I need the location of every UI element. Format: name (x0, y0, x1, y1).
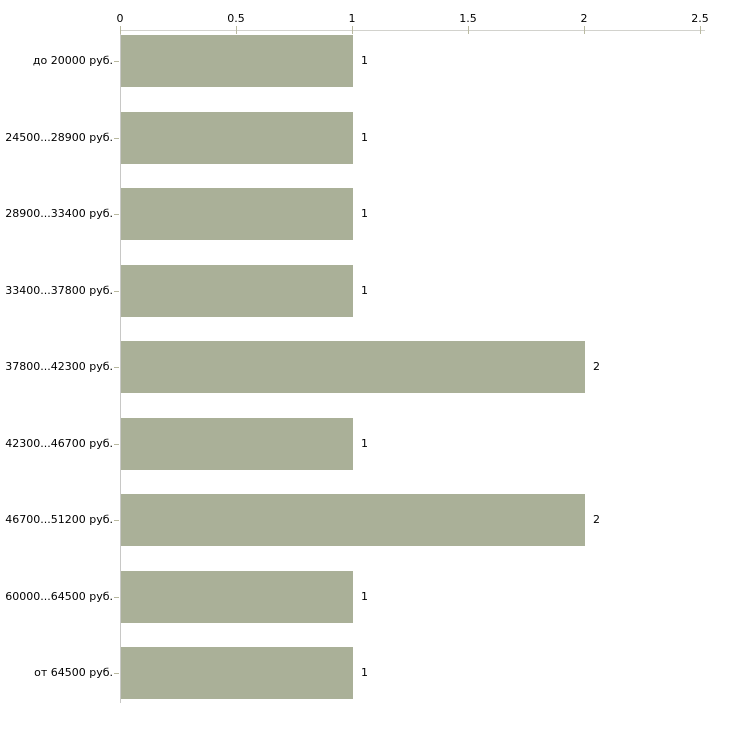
bar (121, 265, 353, 317)
x-axis-tick-mark (352, 26, 353, 34)
x-axis-tick-mark (236, 26, 237, 34)
category-label: 24500...28900 руб. (5, 131, 113, 144)
bar-value-label: 1 (361, 54, 368, 67)
y-axis-tick-mark (114, 520, 119, 521)
bar-value-label: 2 (593, 360, 600, 373)
category-label: 33400...37800 руб. (5, 284, 113, 297)
bar (121, 494, 585, 546)
y-axis-tick-mark (114, 138, 119, 139)
y-axis-tick-mark (114, 291, 119, 292)
bar-value-label: 1 (361, 207, 368, 220)
x-axis-tick-label: 0 (116, 12, 124, 25)
y-axis-tick-mark (114, 444, 119, 445)
bar-value-label: 1 (361, 284, 368, 297)
x-axis-tick-label: 2 (580, 12, 588, 25)
bar-value-label: 1 (361, 666, 368, 679)
y-axis-tick-mark (114, 367, 119, 368)
y-axis-line (120, 30, 121, 703)
bar-value-label: 2 (593, 513, 600, 526)
category-label: до 20000 руб. (32, 54, 113, 67)
x-axis-tick-mark (584, 26, 585, 34)
bar-value-label: 1 (361, 131, 368, 144)
category-label: 46700...51200 руб. (5, 513, 113, 526)
category-label: 28900...33400 руб. (5, 207, 113, 220)
category-label: от 64500 руб. (34, 666, 113, 679)
bar (121, 341, 585, 393)
category-label: 42300...46700 руб. (5, 437, 113, 450)
bar-value-label: 1 (361, 590, 368, 603)
x-axis-tick-mark (468, 26, 469, 34)
category-label: 37800...42300 руб. (5, 360, 113, 373)
y-axis-tick-mark (114, 673, 119, 674)
category-label: 60000...64500 руб. (5, 590, 113, 603)
bar (121, 35, 353, 87)
bar (121, 112, 353, 164)
x-axis-tick-label: 0.5 (227, 12, 245, 25)
bar (121, 647, 353, 699)
x-axis-line (120, 30, 705, 31)
y-axis-tick-mark (114, 597, 119, 598)
x-axis-tick-label: 1.5 (459, 12, 477, 25)
bar (121, 418, 353, 470)
y-axis-tick-mark (114, 61, 119, 62)
y-axis-tick-mark (114, 214, 119, 215)
x-axis-tick-label: 2.5 (691, 12, 709, 25)
bar (121, 571, 353, 623)
bar (121, 188, 353, 240)
x-axis-tick-mark (700, 26, 701, 34)
x-axis-tick-mark (120, 26, 121, 34)
x-axis-tick-label: 1 (348, 12, 356, 25)
bar-value-label: 1 (361, 437, 368, 450)
